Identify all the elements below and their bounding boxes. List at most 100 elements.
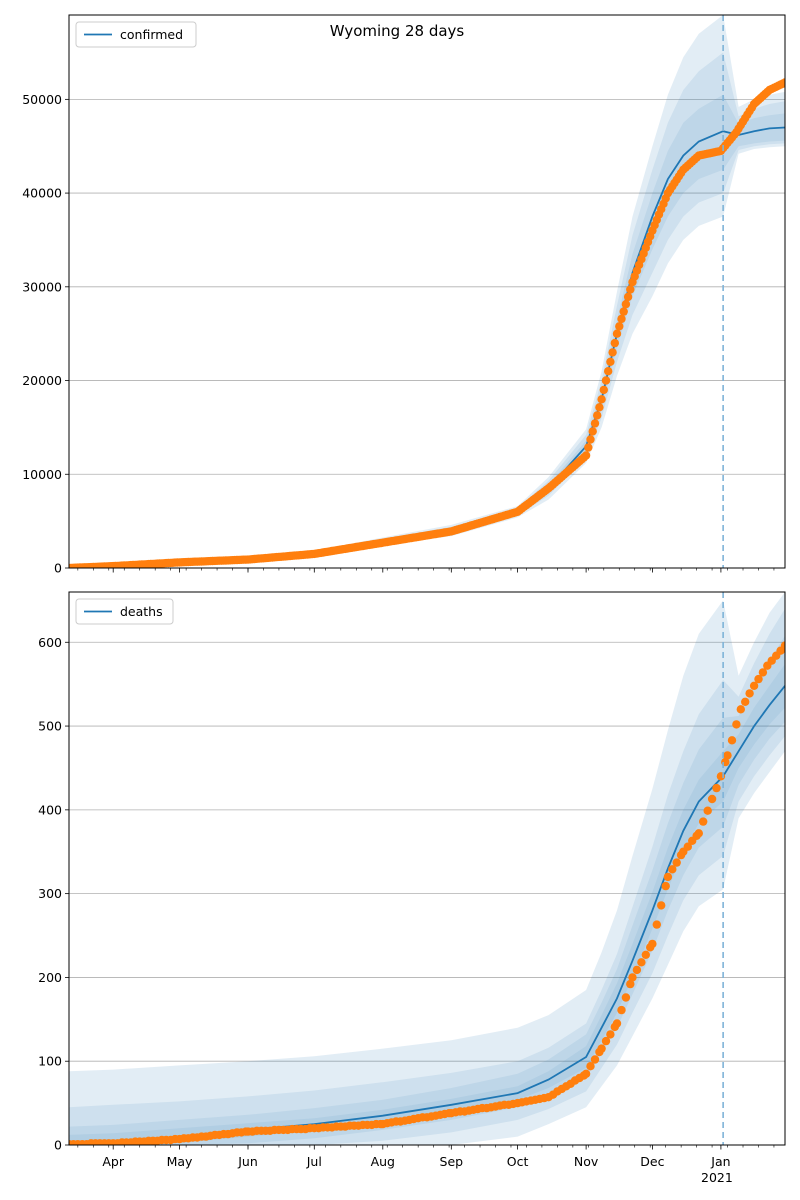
observed-point: [584, 443, 593, 452]
observed-point: [657, 901, 666, 910]
axes-frame: [68, 14, 786, 569]
legend-label: deaths: [120, 604, 163, 619]
observed-point: [606, 1030, 615, 1039]
observed-point: [621, 300, 631, 309]
observed-point: [612, 329, 622, 338]
observed-point: [588, 427, 597, 436]
observed-point: [672, 858, 681, 867]
observed-point: [641, 950, 650, 959]
observed-point: [668, 865, 677, 874]
uncertainty-band: [69, 52, 785, 568]
observed-point: [617, 1005, 626, 1015]
x-tick-label: Sep: [440, 1154, 464, 1169]
observed-point: [593, 411, 602, 420]
figure-title: Wyoming 28 days: [330, 22, 465, 40]
legend: deaths: [75, 598, 174, 625]
uncertainty-band: [69, 664, 785, 1145]
observed-point: [632, 965, 642, 975]
observed-point: [661, 881, 670, 891]
x-tick-label: May: [167, 1154, 193, 1169]
observed-point: [745, 689, 754, 698]
observed-point: [595, 403, 604, 412]
observed-point: [610, 338, 619, 348]
x-tick-label: Jul: [306, 1154, 322, 1169]
legend-box: [75, 598, 174, 625]
uncertainty-band: [69, 608, 785, 1145]
observed-point: [727, 736, 737, 745]
y-tick-label: 200: [38, 970, 62, 985]
observed-point: [707, 794, 717, 804]
observed-point: [586, 435, 595, 444]
observed-point: [621, 993, 631, 1002]
observed-point: [581, 451, 591, 460]
legend: confirmed: [75, 21, 197, 48]
observed-point: [694, 829, 703, 838]
y-tick-label: 10000: [22, 467, 62, 482]
observed-point: [623, 292, 633, 302]
observed-point: [780, 641, 785, 650]
observed-point: [615, 322, 624, 331]
y-tick-label: 100: [38, 1054, 62, 1069]
confirmed-panel: 0 10000 20000 30000 40000 50000 confirmed: [22, 14, 786, 576]
observed-point: [590, 1055, 600, 1064]
legend-label: confirmed: [120, 27, 183, 42]
observed-point: [581, 1069, 591, 1079]
uncertainty-band: [69, 15, 785, 568]
x-tick-label: Apr: [102, 1154, 124, 1169]
observed-point: [626, 285, 635, 294]
observed-point: [619, 307, 628, 316]
observed-point: [628, 973, 637, 982]
y-tick-label: 0: [54, 1138, 62, 1153]
x-tick-label: Jan: [710, 1154, 730, 1169]
x-tick-label: Oct: [507, 1154, 529, 1169]
observed-point: [758, 668, 768, 677]
y-tick-label: 300: [38, 886, 62, 901]
observed-point: [736, 705, 745, 714]
legend-box: [75, 21, 197, 48]
x-tick-label: Nov: [574, 1154, 599, 1169]
observed-point: [741, 697, 750, 706]
observed-point: [626, 979, 635, 989]
deaths-panel: 0 100 200 300 400 500 600 Apr May Jun Jul Aug Sep Oct…: [38, 591, 786, 1185]
observed-point: [699, 817, 708, 826]
observed-point: [703, 806, 712, 815]
observed-point: [597, 1044, 606, 1053]
observed-point: [617, 314, 626, 324]
observed-point: [601, 376, 611, 385]
y-tick-label: 30000: [22, 279, 62, 294]
observed-point: [732, 720, 741, 729]
observed-point: [663, 872, 673, 882]
observed-point: [780, 78, 785, 87]
observed-point: [612, 1019, 622, 1028]
x-tick-label: Aug: [371, 1154, 395, 1169]
observed-point: [608, 348, 617, 357]
y-tick-label: 0: [54, 561, 62, 576]
observed-point: [586, 1062, 595, 1071]
observed-point: [712, 783, 721, 793]
uncertainty-band: [69, 94, 785, 568]
observed-point: [604, 367, 613, 376]
observed-point: [606, 357, 615, 366]
axes-frame: [68, 591, 786, 1146]
x-tick-label: Dec: [640, 1154, 664, 1169]
observed-point: [601, 1036, 611, 1046]
observed-point: [648, 939, 657, 949]
y-tick-label: 40000: [22, 186, 62, 201]
y-tick-label: 600: [38, 635, 62, 650]
observed-point: [590, 419, 600, 428]
observed-point: [754, 674, 763, 684]
observed-point: [597, 395, 606, 404]
y-tick-label: 50000: [22, 92, 62, 107]
observed-point: [652, 920, 661, 929]
x-tick-label: Jun: [237, 1154, 258, 1169]
observed-point: [637, 958, 646, 967]
observed-point: [599, 385, 608, 395]
x-year-label: 2021: [701, 1170, 733, 1185]
observed-point: [723, 751, 732, 760]
uncertainty-band: [69, 592, 785, 1145]
y-tick-label: 20000: [22, 373, 62, 388]
y-tick-label: 400: [38, 802, 62, 817]
observed-point: [749, 681, 759, 690]
observed-point: [683, 842, 692, 851]
